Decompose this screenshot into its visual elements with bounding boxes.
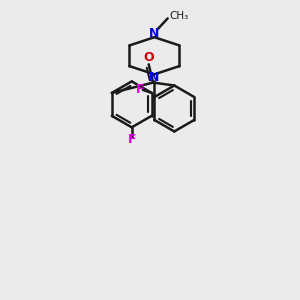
Text: N: N <box>149 71 160 84</box>
Text: CH₃: CH₃ <box>169 11 188 21</box>
Text: O: O <box>143 51 154 64</box>
Text: F: F <box>136 83 145 96</box>
Text: N: N <box>149 27 160 40</box>
Text: F: F <box>128 133 136 146</box>
